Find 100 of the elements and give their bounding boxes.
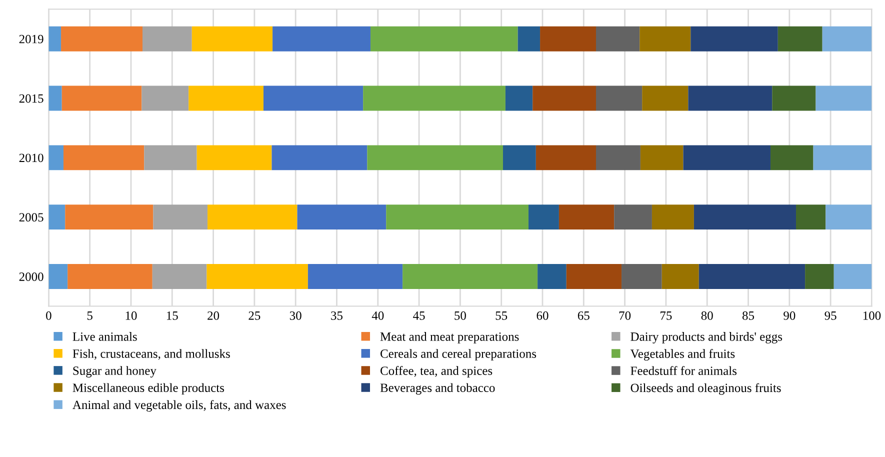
bar xyxy=(272,145,368,170)
bar xyxy=(688,86,772,111)
bar xyxy=(188,86,264,111)
bar xyxy=(48,86,62,111)
bar xyxy=(153,204,208,230)
x-tick-label: 5 xyxy=(87,312,92,320)
bar xyxy=(48,264,68,289)
bar xyxy=(532,86,596,111)
bar xyxy=(652,204,694,230)
bar xyxy=(48,26,62,52)
bar xyxy=(48,204,66,230)
x-tick-label: 15 xyxy=(166,311,178,320)
legend-label: Oilseeds and oleaginous fruits xyxy=(630,383,781,395)
bar xyxy=(370,26,518,52)
bar xyxy=(566,264,622,289)
bar xyxy=(196,145,272,170)
bar xyxy=(834,264,872,289)
bar xyxy=(772,86,816,111)
x-tick-label: 20 xyxy=(208,311,220,320)
bar xyxy=(367,145,503,170)
bar xyxy=(614,204,652,230)
y-tick-label: 2005 xyxy=(19,213,44,222)
x-tick-label: 80 xyxy=(701,311,713,320)
bar xyxy=(538,264,566,289)
bar xyxy=(152,264,207,289)
bar xyxy=(816,86,872,111)
legend-label: Beverages and tobacco xyxy=(380,383,495,395)
bar xyxy=(142,26,192,52)
bar xyxy=(144,145,197,170)
x-tick-label: 0 xyxy=(46,311,52,320)
bar xyxy=(596,145,640,170)
x-tick-label: 85 xyxy=(742,311,754,320)
legend-label: Animal and vegetable oils, fats, and waxes xyxy=(72,400,286,412)
bar xyxy=(805,264,834,289)
bar xyxy=(694,204,796,230)
bar xyxy=(528,204,559,230)
legend-label: Cereals and cereal preparations xyxy=(380,349,536,360)
legend-label: Live animals xyxy=(72,332,137,341)
bar xyxy=(62,86,142,111)
y-tick-label: 2019 xyxy=(19,34,44,44)
bar xyxy=(662,264,699,289)
legend-label: Sugar and honey xyxy=(73,366,156,378)
bar xyxy=(192,26,273,52)
bar xyxy=(698,264,806,289)
bar xyxy=(518,26,540,52)
bar xyxy=(770,145,814,170)
y-tick-label: 2015 xyxy=(19,94,44,103)
bar xyxy=(61,26,143,52)
bar xyxy=(796,204,826,230)
bar xyxy=(208,204,298,230)
bar xyxy=(363,86,506,111)
bar xyxy=(778,26,822,52)
x-tick-label: 90 xyxy=(784,311,796,320)
x-tick-label: 55 xyxy=(496,312,508,320)
bar xyxy=(596,26,640,52)
x-tick-label: 60 xyxy=(536,311,548,320)
bar xyxy=(690,26,778,52)
x-tick-label: 50 xyxy=(454,311,466,320)
bar xyxy=(622,264,662,289)
legend-label: Coffee, tea, and spices xyxy=(380,366,492,378)
bar xyxy=(386,204,529,230)
bar xyxy=(596,86,642,111)
legend-label: Feedstuff for animals xyxy=(630,366,737,376)
bar xyxy=(68,264,152,289)
bar xyxy=(540,26,596,52)
bar xyxy=(142,86,189,111)
legend-label: Vegetables and fruits xyxy=(630,349,735,361)
bar xyxy=(822,26,872,52)
x-tick-label: 75 xyxy=(660,312,672,320)
bar xyxy=(63,145,144,170)
bar xyxy=(503,145,536,170)
bar xyxy=(640,26,691,52)
bar xyxy=(642,86,688,111)
y-tick-label: 2010 xyxy=(19,154,44,162)
bar xyxy=(813,145,872,170)
x-tick-label: 95 xyxy=(824,311,836,320)
legend-label: Miscellaneous edible products xyxy=(72,383,224,395)
bar xyxy=(297,204,386,230)
bar xyxy=(640,145,684,170)
legend-label: Dairy products and birds' eggs xyxy=(630,332,782,344)
x-tick-label: 65 xyxy=(578,311,590,320)
x-tick-label: 25 xyxy=(248,311,260,320)
x-tick-label: 70 xyxy=(619,311,631,320)
bar xyxy=(48,145,64,170)
x-tick-label: 100 xyxy=(863,311,881,320)
bar xyxy=(826,204,872,230)
bar xyxy=(263,86,364,111)
x-tick-label: 45 xyxy=(413,311,425,320)
bar xyxy=(272,26,370,52)
bar xyxy=(536,145,596,170)
x-tick-label: 40 xyxy=(372,311,384,320)
bar xyxy=(206,264,308,289)
bar xyxy=(402,264,538,289)
legend-label: Fish, crustaceans, and mollusks xyxy=(72,349,230,360)
bar xyxy=(683,145,770,170)
bar xyxy=(505,86,533,111)
y-tick-label: 2000 xyxy=(19,272,44,281)
bar xyxy=(308,264,403,289)
x-tick-label: 10 xyxy=(126,311,137,320)
bar xyxy=(558,204,614,230)
